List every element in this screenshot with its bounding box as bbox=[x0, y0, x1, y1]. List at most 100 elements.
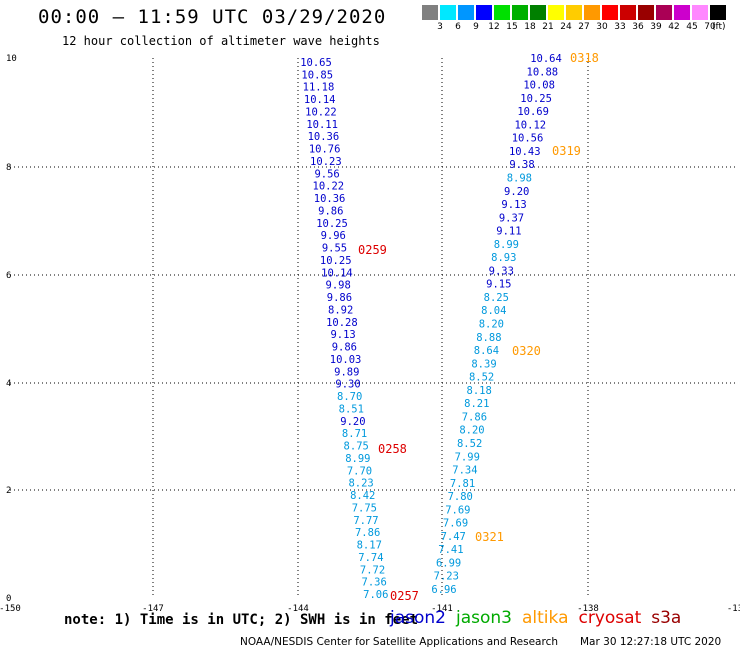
color-scale-label: 9 bbox=[473, 22, 479, 32]
legend-item-cryosat: cryosat bbox=[578, 608, 642, 628]
color-scale-swatch bbox=[584, 5, 600, 20]
color-scale-swatch bbox=[620, 5, 636, 20]
color-scale-swatch bbox=[638, 5, 654, 20]
wave-height-value: 10.25 bbox=[320, 255, 352, 267]
wave-height-value: 9.37 bbox=[499, 212, 524, 224]
wave-height-value: 7.80 bbox=[448, 491, 473, 503]
wave-height-value: 7.69 bbox=[443, 518, 468, 530]
wave-height-value: 10.22 bbox=[313, 181, 345, 193]
wave-height-value: 8.39 bbox=[471, 358, 496, 370]
wave-height-value: 10.25 bbox=[316, 218, 348, 230]
wave-height-value: 9.11 bbox=[496, 226, 521, 238]
wave-height-value: 10.43 bbox=[509, 146, 541, 158]
wave-height-value: 11.18 bbox=[303, 82, 335, 94]
color-scale-swatch bbox=[440, 5, 456, 20]
y-tick-label: 10 bbox=[6, 54, 17, 64]
page-subtitle: 12 hour collection of altimeter wave hei… bbox=[62, 34, 380, 48]
wave-height-value: 10.76 bbox=[309, 144, 341, 156]
wave-height-value: 10.64 bbox=[530, 53, 562, 65]
wave-height-value: 8.99 bbox=[494, 239, 519, 251]
pass-time-label: 0320 bbox=[512, 344, 541, 358]
wave-height-value: 10.08 bbox=[523, 80, 555, 92]
wave-height-value: 7.86 bbox=[462, 411, 487, 423]
pass-time-label: 0319 bbox=[552, 144, 581, 158]
wave-height-value: 10.25 bbox=[520, 93, 552, 105]
wave-height-value: 7.06 bbox=[363, 589, 388, 601]
y-tick-label: 6 bbox=[6, 271, 11, 281]
wave-height-value: 9.89 bbox=[334, 366, 359, 378]
wave-height-value: 10.14 bbox=[321, 267, 353, 279]
wave-height-value: 10.28 bbox=[326, 317, 358, 329]
pass-time-label: 0259 bbox=[358, 243, 387, 257]
wave-height-value: 10.85 bbox=[301, 69, 333, 81]
wave-height-value: 9.96 bbox=[321, 230, 346, 242]
x-tick-label: -138 bbox=[577, 604, 599, 614]
footer-timestamp: Mar 30 12:27:18 UTC 2020 bbox=[580, 636, 722, 648]
y-tick-label: 8 bbox=[6, 163, 11, 173]
pass-time-label: 0321 bbox=[475, 530, 504, 544]
color-scale-swatch bbox=[566, 5, 582, 20]
wave-height-value: 7.77 bbox=[353, 515, 378, 527]
wave-height-value: 10.14 bbox=[304, 94, 336, 106]
color-scale-swatch bbox=[476, 5, 492, 20]
wave-height-value: 9.86 bbox=[318, 205, 343, 217]
wave-height-value: 7.36 bbox=[362, 577, 387, 589]
x-tick-label: -147 bbox=[142, 604, 164, 614]
color-scale-label: 24 bbox=[560, 22, 572, 32]
x-tick-label: -141 bbox=[431, 604, 453, 614]
color-scale-label: 3 bbox=[437, 22, 443, 32]
wave-height-value: 9.86 bbox=[327, 292, 352, 304]
wave-height-value: 8.99 bbox=[345, 453, 370, 465]
color-scale-swatch bbox=[530, 5, 546, 20]
wave-height-value: 9.13 bbox=[501, 199, 526, 211]
wave-height-value: 7.47 bbox=[441, 531, 466, 543]
wave-height-value: 9.38 bbox=[509, 159, 534, 171]
wave-height-value: 10.22 bbox=[305, 106, 337, 118]
wave-height-value: 8.75 bbox=[344, 441, 369, 453]
wave-height-value: 10.36 bbox=[314, 193, 346, 205]
wave-height-value: 8.04 bbox=[481, 305, 506, 317]
wave-height-value: 9.98 bbox=[326, 280, 351, 292]
color-scale-label: 12 bbox=[488, 22, 500, 32]
legend-item-jason3: jason3 bbox=[456, 608, 512, 628]
wave-height-value: 8.52 bbox=[457, 438, 482, 450]
wave-height-value: 9.33 bbox=[489, 265, 514, 277]
pass-time-label: 0318 bbox=[570, 51, 599, 65]
wave-height-value: 7.86 bbox=[355, 527, 380, 539]
x-tick-label: -144 bbox=[287, 604, 309, 614]
color-scale-unit: (ft) bbox=[712, 22, 726, 32]
wave-height-value: 8.92 bbox=[328, 304, 353, 316]
color-scale-swatch bbox=[494, 5, 510, 20]
wave-height-value: 7.69 bbox=[445, 504, 470, 516]
wave-height-value: 7.81 bbox=[450, 478, 475, 490]
wave-height-value: 9.20 bbox=[504, 186, 529, 198]
color-scale-label: 30 bbox=[596, 22, 608, 32]
wave-height-value: 8.88 bbox=[476, 332, 501, 344]
color-scale-swatch bbox=[692, 5, 708, 20]
wave-height-value: 6.96 bbox=[431, 584, 456, 596]
legend-item-jason2: jason2 bbox=[390, 608, 446, 628]
color-scale-swatch bbox=[548, 5, 564, 20]
legend-item-altika: altika bbox=[522, 608, 569, 628]
satellite-legend: jason2 jason3 altika cryosat s3a bbox=[390, 608, 691, 628]
color-scale-swatch bbox=[674, 5, 690, 20]
wave-height-value: 8.18 bbox=[467, 385, 492, 397]
wave-height-value: 10.36 bbox=[308, 131, 340, 143]
wave-height-value: 7.72 bbox=[360, 564, 385, 576]
color-scale-label: 21 bbox=[542, 22, 554, 32]
wave-height-value: 8.51 bbox=[339, 403, 364, 415]
x-tick-label: -150 bbox=[0, 604, 21, 614]
color-scale-label: 45 bbox=[686, 22, 698, 32]
color-scale-label: 39 bbox=[650, 22, 662, 32]
wave-height-value: 10.23 bbox=[310, 156, 342, 168]
wave-height-value: 9.56 bbox=[314, 168, 339, 180]
wave-height-value: 7.99 bbox=[455, 451, 480, 463]
wave-height-value: 7.34 bbox=[452, 465, 477, 477]
page-title: 00:00 – 11:59 UTC 03/29/2020 bbox=[38, 6, 387, 28]
wave-height-value: 8.64 bbox=[474, 345, 499, 357]
color-scale-label: 36 bbox=[632, 22, 644, 32]
wave-height-value: 6.99 bbox=[436, 557, 461, 569]
color-scale-label: 33 bbox=[614, 22, 626, 32]
color-scale-label: 27 bbox=[578, 22, 590, 32]
